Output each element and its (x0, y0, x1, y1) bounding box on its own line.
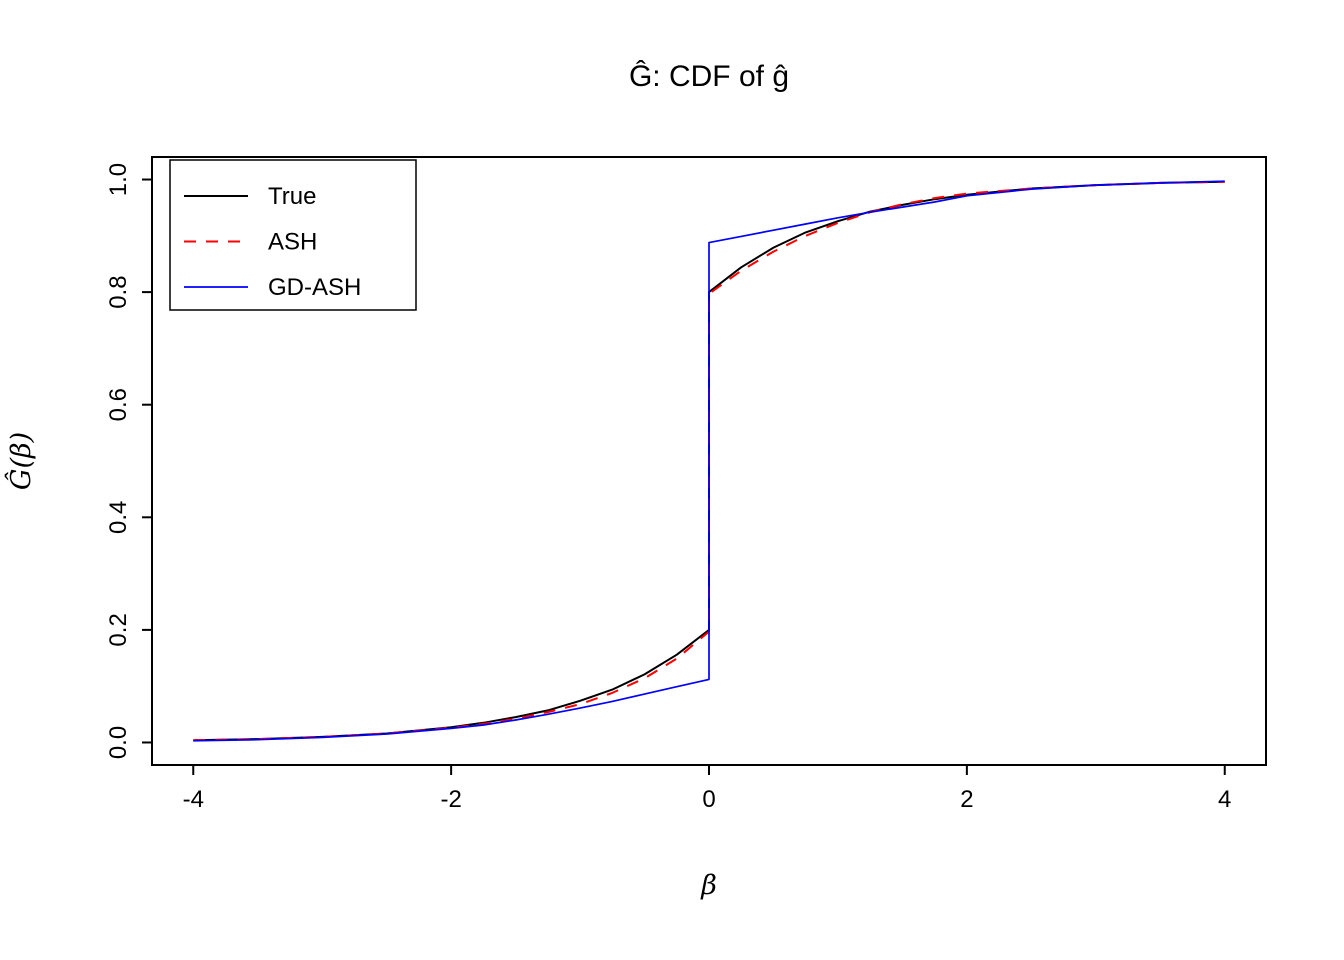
chart-title: Ĝ: CDF of ĝ (629, 59, 789, 93)
y-axis-label: Ĝ(β) (3, 432, 37, 490)
x-tick-label: -2 (440, 786, 461, 813)
y-tick-label: 0.2 (105, 613, 132, 646)
series-line-gd-ash (193, 180, 1225, 742)
legend-label-ash: ASH (268, 229, 317, 256)
legend-box (169, 159, 417, 311)
x-tick-label: 4 (1218, 786, 1231, 813)
y-tick-label: 0.0 (105, 726, 132, 759)
plot-area: -4 -2 0 2 4 0.0 0.2 0.4 0.6 0.8 1.0 True ASH GD-ASH (105, 156, 1267, 813)
y-tick-label: 0.6 (105, 388, 132, 421)
x-axis-label: β (700, 870, 717, 901)
y-tick-label: 0.4 (105, 501, 132, 534)
y-tick-label: 0.8 (105, 275, 132, 308)
legend-label-gd-ash: GD-ASH (268, 274, 361, 301)
x-tick-label: -4 (183, 786, 204, 813)
x-tick-label: 2 (960, 786, 973, 813)
legend-label-true: True (268, 183, 316, 210)
y-tick-label: 1.0 (105, 163, 132, 196)
x-tick-label: 0 (702, 786, 715, 813)
